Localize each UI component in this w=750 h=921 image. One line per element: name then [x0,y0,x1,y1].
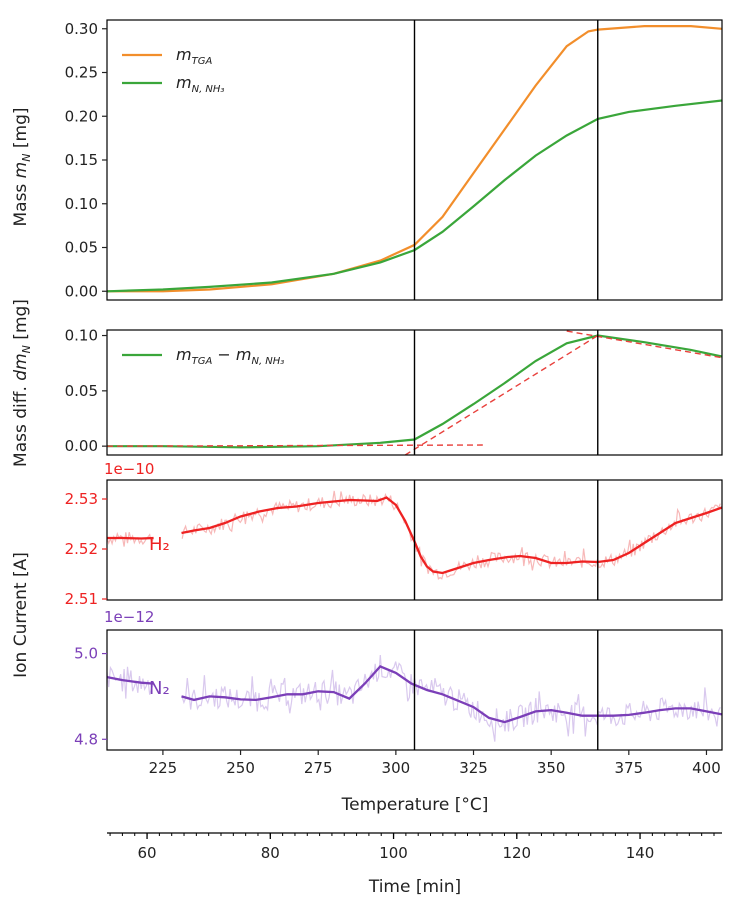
ion-h2-panel: 2.51 2.52 2.53 1e−10 H₂ [65,460,723,608]
mass-diff-y-axis-label-main: Mass diff. [11,381,31,467]
smoothed-trace-ion-n2 [107,665,722,724]
time-tick-label: 100 [379,844,408,862]
ion-n2-plot-area [107,655,722,742]
smoothed-trace-ion-h2 [107,496,722,575]
legend-m-n-nh3-sub: N, NH₃ [192,84,225,95]
fit-line-1 [404,334,599,455]
mass-diff-y-axis-label-sub: N [20,345,33,353]
y-tick-label: 0.00 [65,282,98,300]
x-tick-label: 225 [149,759,178,777]
mass-y-axis-label-sub: N [20,154,33,162]
series-group [107,490,722,580]
legend-mass-diff-sub: TGA [192,356,213,367]
temperature-x-ticks: 225 250 275 300 325 350 375 400 [149,750,721,777]
y-tick-label: 0.05 [65,382,98,400]
ion-current-y-axis-label: Ion Current [A] [11,552,31,678]
series-group [107,655,722,742]
legend-m-n-nh3-sym: m [176,73,192,92]
mass-panel: 0.000.050.100.150.200.250.30 Mass mN [mg… [11,19,723,301]
y-tick-label: 2.51 [65,590,98,608]
time-axis: 60 80 100 120 140 Time [min] [107,832,722,897]
y-tick-label: 0.00 [65,437,98,455]
x-tick-label: 275 [304,759,333,777]
x-tick-label: 325 [459,759,488,777]
mass-diff-plot-area [107,330,722,455]
ion-n2-exponent-label: 1e−12 [104,608,154,626]
mass-diff-panel: 0.00 0.05 0.10 Mass diff. dmN [mg] mTGA − … [11,299,723,467]
time-tick-label: 140 [626,844,655,862]
x-tick-label: 400 [692,759,721,777]
mass-diff-legend: mTGA − mN, NH₃ [122,345,284,367]
ion-h2-species-label: H₂ [149,534,170,555]
fit-line-2 [566,330,722,359]
mass-y-ticks: 0.00 0.05 0.10 0.15 0.20 0.25 0.30 [65,20,107,300]
mass-diff-axes-frame [106,329,723,456]
time-tick-label: 60 [138,844,157,862]
legend-mass-diff-sym: m [176,345,192,364]
y-tick-label: 0.05 [65,239,98,257]
axes-box [106,629,723,751]
series-group [107,25,722,293]
x-tick-label: 250 [226,759,255,777]
mass-plot-area [107,25,722,293]
time-tick-label: 120 [502,844,531,862]
y-tick-label: 0.20 [65,107,98,125]
axes-box [106,329,723,456]
mass-y-axis-label-sym: m [11,162,31,179]
ion-h2-exponent-label: 1e−10 [104,460,154,478]
series-line-mass-diff-0 [107,334,722,449]
ion-n2-species-label: N₂ [149,678,170,699]
x-tick-label: 375 [614,759,643,777]
temperature-x-axis-label: Temperature [°C] [341,795,489,815]
ion-n2-axes-frame [106,629,723,751]
legend-m-tga-sym: m [176,45,192,64]
mass-y-axis-label-main: Mass [11,178,31,226]
mass-diff-y-axis-label-unit: [mg] [11,299,31,345]
ion-h2-plot-area [107,490,722,580]
x-tick-label: 350 [537,759,566,777]
legend-label-mass-diff: mTGA − mN, NH₃ [176,345,284,367]
legend-label-m-tga: mTGA [176,45,212,67]
series-line-mass-1 [107,99,722,293]
y-tick-label: 0.10 [65,327,98,345]
time-tick-label: 80 [261,844,280,862]
y-tick-label: 0.10 [65,195,98,213]
time-x-axis-label: Time [min] [368,877,461,897]
legend-mass-diff-sub2: N, NH₃ [251,356,284,367]
y-tick-label: 0.30 [65,20,98,38]
mass-diff-y-ticks: 0.00 0.05 0.10 [65,327,107,455]
ion-h2-axes-frame [106,479,723,601]
mass-diff-y-axis-label-sym: dm [11,353,31,380]
legend-m-tga-sub: TGA [192,56,213,67]
x-tick-label: 300 [382,759,411,777]
mass-y-axis-label: Mass mN [mg] [11,107,33,226]
mass-diff-y-axis-label: Mass diff. dmN [mg] [11,299,33,467]
y-tick-label: 0.25 [65,64,98,82]
ion-n2-y-ticks: 4.8 5.0 [74,645,107,748]
y-tick-label: 4.8 [74,730,98,748]
y-tick-label: 0.15 [65,151,98,169]
y-tick-label: 5.0 [74,645,98,663]
series-line-mass-0 [107,25,722,293]
mass-y-axis-label-unit: [mg] [11,107,31,153]
ion-n2-panel: 4.8 5.0 225 250 275 300 325 350 375 400 1e−12 N₂… [74,608,723,815]
raw-trace-ion-h2 [107,490,721,580]
legend-label-m-n-nh3: mN, NH₃ [176,73,224,95]
legend-mass-diff-mid: − m [212,345,251,364]
series-group [107,330,722,455]
mass-legend: mTGA mN, NH₃ [122,45,224,95]
y-tick-label: 2.52 [65,540,98,558]
ion-h2-y-ticks: 2.51 2.52 2.53 [65,490,107,608]
fit-line-0 [107,444,483,447]
y-tick-label: 2.53 [65,490,98,508]
time-x-ticks: 60 80 100 120 140 [107,832,722,862]
axes-box [106,479,723,601]
